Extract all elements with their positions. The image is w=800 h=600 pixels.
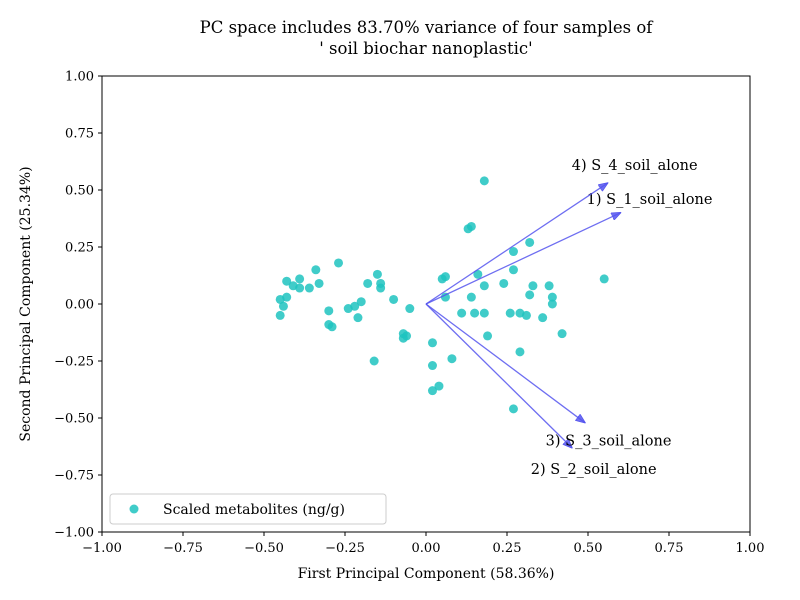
data-point [376,278,386,288]
legend-label: Scaled metabolites (ng/g) [163,502,345,518]
data-point [440,292,450,302]
data-point [278,301,288,311]
chart-title-line-1: PC space includes 83.70% variance of fou… [200,18,655,37]
legend-marker [129,504,139,514]
data-point [508,265,518,275]
data-point [599,274,609,284]
x-axis-label: First Principal Component (58.36%) [298,566,555,582]
y-tick-label: −0.25 [54,355,94,370]
data-point [515,347,525,357]
data-point [499,278,509,288]
x-tick-label: 0.75 [655,541,684,556]
data-point [547,299,557,309]
data-point [466,221,476,231]
data-point [282,292,292,302]
data-point [275,310,285,320]
x-tick-label: −1.00 [82,541,122,556]
legend-box [109,493,387,525]
legend: Scaled metabolites (ng/g) [109,493,387,525]
data-point [427,338,437,348]
data-point [402,331,412,341]
data-point [479,176,489,186]
data-point [538,313,548,323]
y-tick-label: 0.00 [65,298,94,313]
x-tick-label: 0.25 [493,541,522,556]
data-point [557,329,567,339]
data-point [282,276,292,286]
y-tick-label: 0.25 [65,241,94,256]
data-point [440,272,450,282]
loading-arrow [425,183,607,305]
data-point [483,331,493,341]
data-point [528,281,538,291]
data-point [479,308,489,318]
y-tick-label: 0.50 [65,184,94,199]
data-point [295,283,305,293]
data-point [356,297,366,307]
data-point [295,274,305,284]
x-tick-label: 0.00 [412,541,441,556]
data-point [521,310,531,320]
loading-arrow [425,213,620,305]
x-tick-label: −0.25 [325,541,365,556]
data-point [547,292,557,302]
loading-arrow-label: 3) S_3_soil_alone [546,433,672,449]
y-tick-label: −0.50 [54,412,94,427]
data-point [525,237,535,247]
data-point [508,404,518,414]
data-point [314,278,324,288]
x-tick-label: −0.50 [244,541,284,556]
chart-title-line-2: ' soil biochar nanoplastic' [319,39,532,58]
data-point [544,281,554,291]
y-tick-label: −0.75 [54,469,94,484]
data-point [363,278,373,288]
data-point [466,292,476,302]
y-tick-label: 1.00 [65,70,94,85]
data-point [479,281,489,291]
x-tick-label: 1.00 [736,541,765,556]
data-point [505,308,515,318]
y-tick-label: 0.75 [65,127,94,142]
x-axis-ticks: −1.00 −0.75 −0.50 −0.25 0.00 0.25 0.50 0.75 1.00 [82,532,764,556]
data-point [369,356,379,366]
data-point [525,290,535,300]
data-point [457,308,467,318]
data-point [473,269,483,279]
data-point [427,361,437,371]
data-point [350,301,360,311]
data-point [447,354,457,364]
data-point [427,386,437,396]
data-point [334,258,344,268]
x-tick-label: −0.75 [163,541,203,556]
loading-arrow [425,303,572,448]
y-axis-ticks: −1.00 −0.75 −0.50 −0.25 0.00 0.25 0.50 0.75 1.00 [54,70,102,541]
loading-arrow-label: 2) S_2_soil_alone [531,462,657,478]
data-point [389,294,399,304]
data-point [434,381,444,391]
data-point [405,304,415,314]
y-axis-label: Second Principal Component (25.34%) [18,166,34,441]
data-point [327,322,337,332]
y-tick-label: −1.00 [54,526,94,541]
data-point [470,308,480,318]
x-tick-label: 0.50 [574,541,603,556]
data-point [508,247,518,257]
data-point [353,313,363,323]
loading-arrow-label: 1) S_1_soil_alone [587,192,713,208]
loading-arrow-label: 4) S_4_soil_alone [572,158,698,174]
scatter-points [275,176,609,414]
loading-arrow [425,303,585,423]
loading-arrows: 1) S_1_soil_alone 2) S_2_soil_alone 3) S_3… [425,158,713,478]
data-point [304,283,314,293]
data-point [324,306,334,316]
data-point [372,269,382,279]
data-point [311,265,321,275]
